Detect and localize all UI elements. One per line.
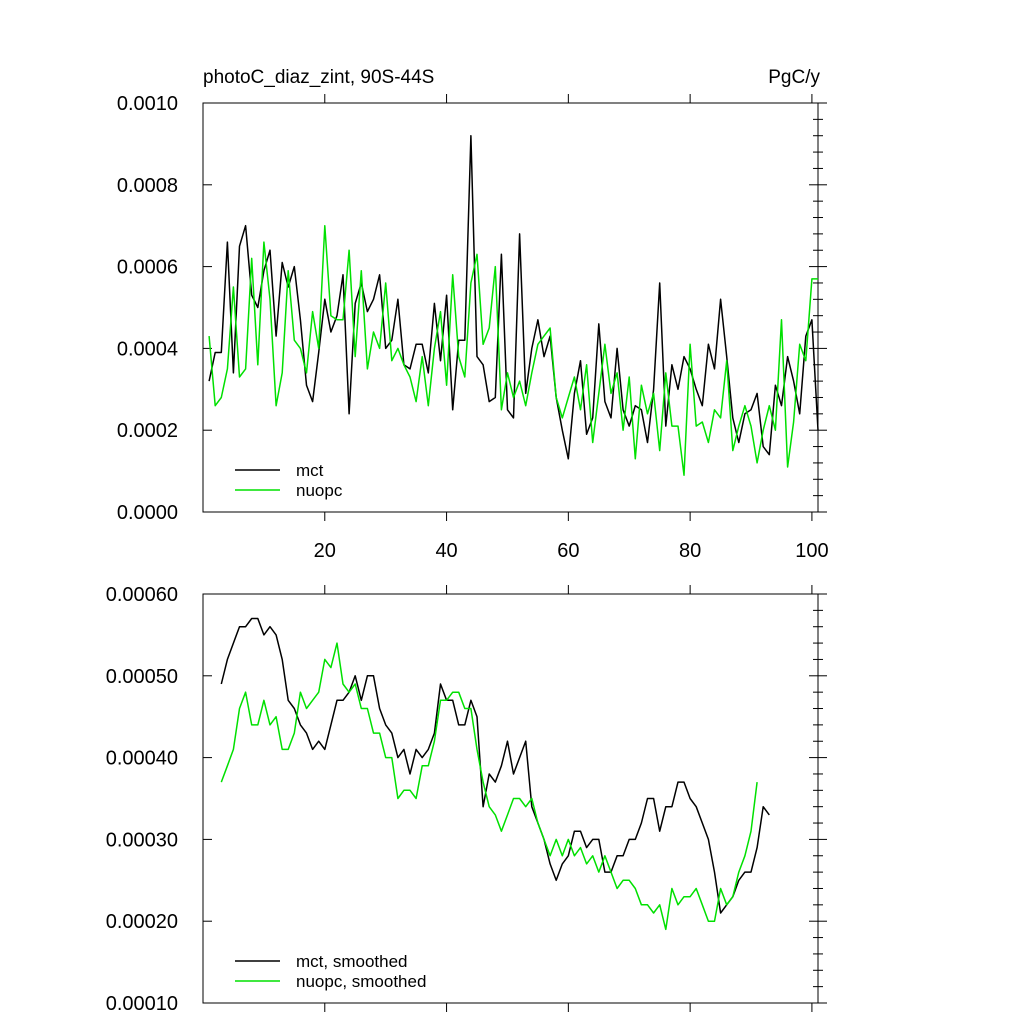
top-panel-title: photoC_diaz_zint, 90S-44S [203,67,434,88]
x-tick-label: 40 [435,540,457,562]
x-tick-label: 20 [314,540,336,562]
bottom-panel-series [220,617,770,931]
x-tick-label: 100 [795,540,828,562]
legend-label: nuopc [296,481,343,500]
top-panel-ticks: 0.0000 0.0002 0.0004 0.0006 0.0008 0.0010 20 40… [117,93,829,562]
legend-label: mct [296,461,324,480]
top-plot-frame [202,102,819,513]
legend-label: nuopc, smoothed [296,972,426,991]
y-tick-label: 0.00010 [106,993,178,1015]
bottom-plot-frame [202,593,819,1004]
y-tick-label: 0.0006 [117,257,178,279]
series-line-nuopc [208,224,818,476]
top-panel-units: PgC/y [768,67,820,88]
y-tick-label: 0.0008 [117,175,178,197]
series-line-nuopc [220,642,758,931]
y-tick-label: 0.00060 [106,584,178,606]
y-tick-label: 0.00050 [106,666,178,688]
y-tick-label: 0.00040 [106,748,178,770]
x-tick-label: 80 [679,540,701,562]
legend-label: mct, smoothed [296,952,408,971]
y-tick-label: 0.00020 [106,911,178,933]
y-tick-label: 0.0000 [117,502,178,524]
y-tick-label: 0.0002 [117,420,178,442]
bottom-panel: 0.00010 0.00020 0.00030 0.00040 0.00050 0.000… [106,584,827,1015]
y-tick-label: 0.00030 [106,829,178,851]
top-panel-series [208,134,819,476]
top-panel: photoC_diaz_zint, 90S-44S PgC/y 0.00000.… [117,67,829,562]
series-line-mct [220,617,770,914]
series-line-mct [208,134,819,460]
y-tick-label: 0.0010 [117,93,178,115]
x-tick-label: 60 [557,540,579,562]
y-tick-label: 0.0004 [117,338,178,360]
bottom-panel-ticks: 0.00010 0.00020 0.00030 0.00040 0.00050 0.000… [106,584,827,1015]
